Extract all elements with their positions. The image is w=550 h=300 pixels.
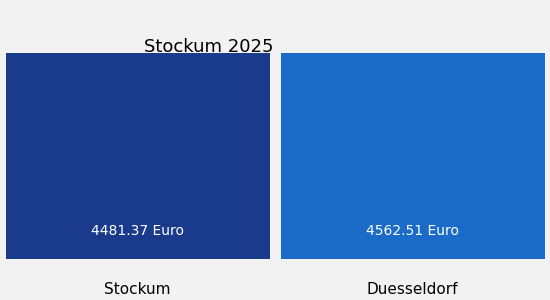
Text: 4481.37 Euro: 4481.37 Euro bbox=[91, 224, 184, 238]
Text: 4562.51 Euro: 4562.51 Euro bbox=[366, 224, 459, 238]
Text: Duesseldorf: Duesseldorf bbox=[367, 283, 458, 298]
Text: Stockum: Stockum bbox=[104, 283, 170, 298]
Text: Stockum 2025: Stockum 2025 bbox=[144, 38, 274, 56]
FancyBboxPatch shape bbox=[280, 53, 544, 259]
FancyBboxPatch shape bbox=[6, 53, 270, 259]
